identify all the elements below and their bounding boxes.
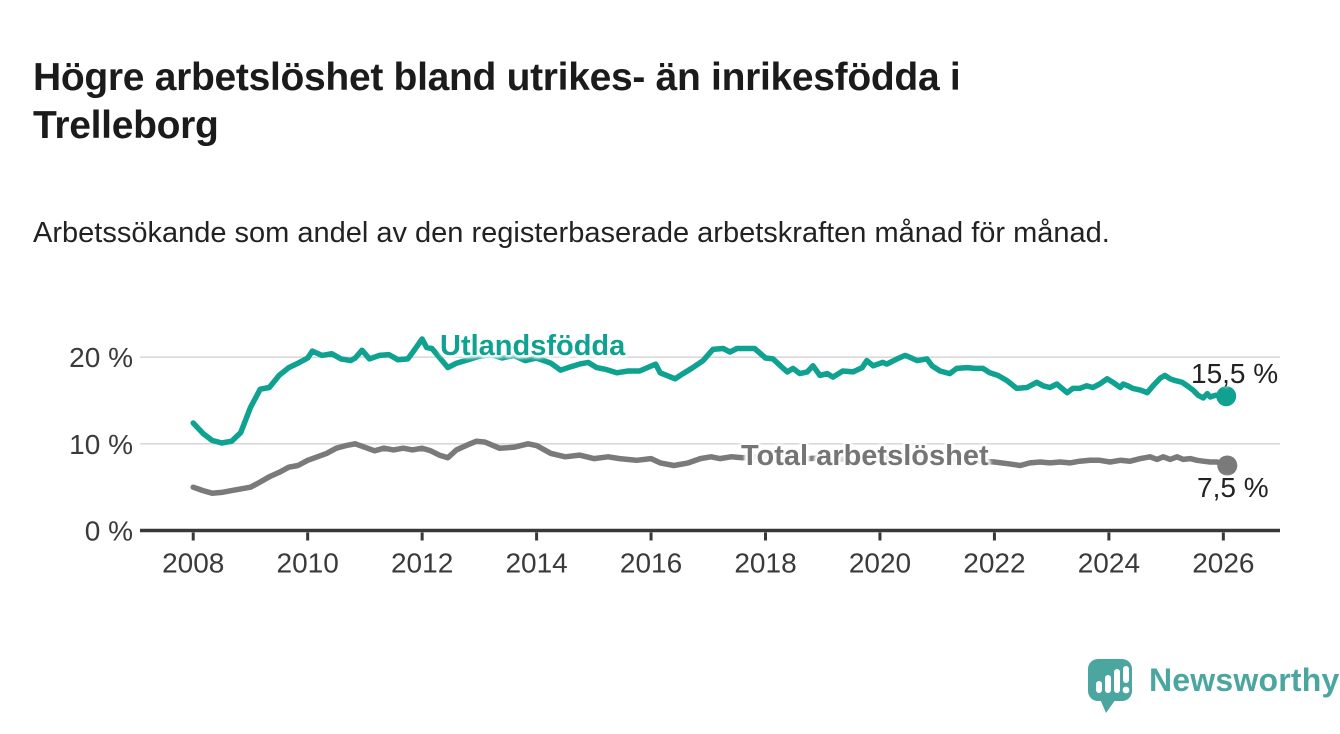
x-axis-tick-label: 2012 xyxy=(391,548,453,579)
chart-title: Högre arbetslöshet bland utrikes- än inr… xyxy=(33,56,961,147)
x-axis-tick-label: 2020 xyxy=(849,548,911,579)
series-label-utlandsfodda: Utlandsfödda xyxy=(440,330,626,362)
newsworthy-wordmark: Newsworthy xyxy=(1149,662,1340,698)
x-axis-tick-label: 2014 xyxy=(505,548,567,579)
y-axis-tick-label: 10 % xyxy=(69,429,133,460)
end-value-label-total: 7,5 % xyxy=(1197,472,1269,503)
series-end-dot xyxy=(1216,386,1237,407)
y-axis-tick-label: 20 % xyxy=(69,342,133,373)
series-line xyxy=(190,336,1229,446)
series-end-dot xyxy=(1217,455,1238,476)
chart-subtitle: Arbetssökande som andel av den registerb… xyxy=(33,217,1110,249)
end-value-label-utlandsfodda: 15,5 % xyxy=(1191,358,1279,389)
x-axis-tick-label: 2016 xyxy=(620,548,682,579)
x-axis-tick-label: 2008 xyxy=(162,548,224,579)
y-axis-tick-label: 0 % xyxy=(85,516,133,547)
x-axis-tick-label: 2022 xyxy=(963,548,1025,579)
series-line xyxy=(190,438,1231,496)
x-axis-tick-label: 2024 xyxy=(1078,548,1140,579)
x-axis-tick-label: 2018 xyxy=(734,548,796,579)
x-axis-tick-label: 2026 xyxy=(1192,548,1254,579)
x-axis-tick-label: 2010 xyxy=(277,548,339,579)
series-label-total-arbetsloshet: Total arbetslöshet xyxy=(741,440,989,472)
bar-chart-speech-bubble-icon xyxy=(1088,659,1132,713)
newsworthy-logo: Newsworthy xyxy=(1087,656,1339,716)
